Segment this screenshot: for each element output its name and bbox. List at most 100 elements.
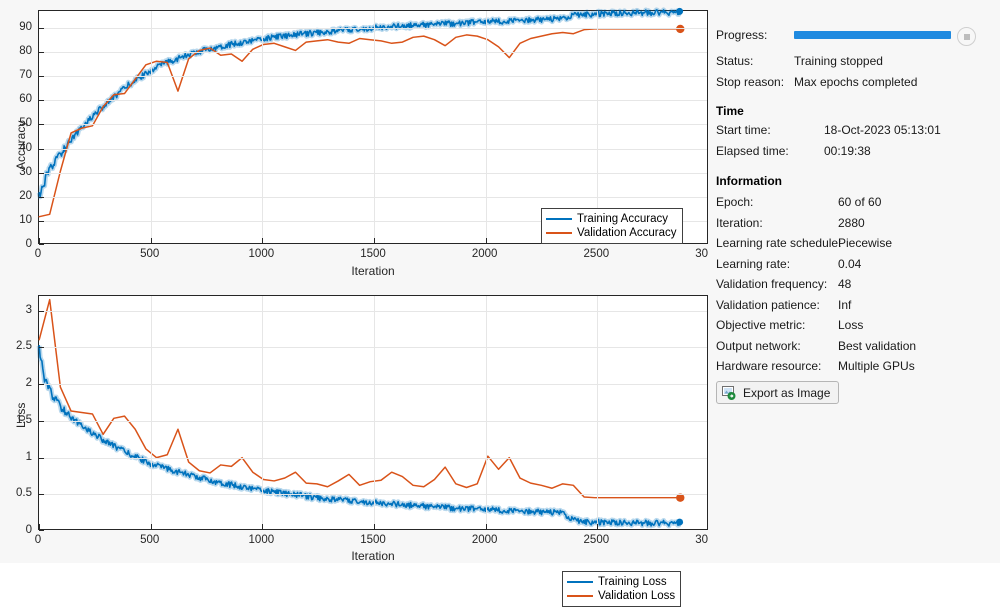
y-tick-label: 1.5 [16, 413, 32, 426]
legend-entry: Training Accuracy [546, 212, 677, 226]
x-tick-label: 0 [34, 534, 42, 546]
info-row: Elapsed time: 00:19:38 [716, 141, 994, 161]
progress-bar-fill [794, 31, 951, 39]
y-tick-label: 70 [19, 69, 32, 82]
series-end-marker [676, 7, 684, 15]
info-row: Objective metric: Loss [716, 315, 994, 335]
tick-mark [597, 524, 599, 529]
gridline [39, 172, 707, 174]
gridline [39, 27, 707, 29]
y-tick-label: 2.5 [16, 340, 32, 353]
info-row-label: Objective metric: [716, 318, 806, 332]
gridline [150, 296, 152, 529]
y-tick-label: 50 [19, 117, 32, 130]
loss-xlabel: Iteration [351, 549, 395, 563]
loss-legend[interactable]: Training Loss Validation Loss [562, 571, 682, 607]
y-tick-label: 3 [25, 303, 32, 316]
tick-mark [39, 420, 44, 422]
gridline [39, 100, 707, 102]
y-tick-label: 2 [25, 377, 32, 390]
tick-mark [262, 238, 264, 243]
info-row: Validation frequency: 48 [716, 274, 994, 294]
x-tick-label: 1000 [248, 534, 275, 546]
gridline [485, 296, 487, 529]
tick-mark [262, 524, 264, 529]
progress-row: Progress: [716, 25, 994, 45]
tick-mark [39, 244, 44, 245]
legend-label: Training Accuracy [577, 213, 668, 225]
gridline [39, 310, 707, 312]
x-tick-label: 2500 [583, 248, 610, 260]
legend-swatch [567, 595, 593, 597]
stop-reason-row: Stop reason: Max epochs completed [716, 72, 994, 92]
y-tick-label: 60 [19, 93, 32, 106]
gridline [374, 11, 375, 243]
info-row-label: Hardware resource: [716, 359, 822, 373]
information-heading: Information [716, 174, 782, 188]
accuracy-axes [36, 7, 709, 245]
stop-reason-label: Stop reason: [716, 75, 785, 89]
legend-swatch [546, 232, 572, 234]
status-label: Status: [716, 54, 754, 68]
x-tick-label: 2000 [471, 534, 498, 546]
tick-mark [39, 172, 44, 174]
series-line [38, 9, 681, 198]
gridline [262, 296, 264, 529]
tick-mark [150, 524, 152, 529]
info-row-value: Piecewise [838, 236, 893, 250]
tick-mark [39, 384, 44, 386]
export-as-image-button[interactable]: Export as Image [716, 381, 840, 404]
tick-mark [39, 27, 44, 29]
info-row-value: 48 [838, 277, 852, 291]
info-row-value: 00:19:38 [824, 144, 871, 158]
info-row-value: Best validation [838, 338, 917, 353]
info-row-label: Learning rate: [716, 256, 791, 271]
time-heading: Time [716, 104, 744, 118]
tick-mark [39, 220, 44, 222]
info-row-label: Validation frequency: [716, 277, 828, 291]
info-row: Learning rate: 0.04 [716, 254, 994, 274]
legend-label: Validation Loss [598, 590, 676, 602]
y-tick-label: 90 [19, 20, 32, 33]
accuracy-plot: 0102030405060708090050010001500200025003… [0, 0, 721, 283]
info-row-value: Loss [838, 318, 864, 332]
accuracy-ylabel: Accuracy [14, 120, 28, 170]
info-row-value: Multiple GPUs [838, 359, 915, 373]
gridline [597, 11, 599, 243]
x-tick-label: 1000 [248, 248, 275, 260]
y-tick-label: 20 [19, 189, 32, 202]
y-tick-label: 80 [19, 45, 32, 57]
info-row-label: Elapsed time: [716, 144, 789, 158]
tick-mark [39, 494, 44, 496]
tick-mark [374, 524, 375, 529]
info-row: Learning rate schedule: Piecewise [716, 233, 994, 253]
accuracy-legend[interactable]: Training Accuracy Validation Accuracy [541, 208, 683, 244]
x-tick-label: 500 [140, 248, 160, 260]
gridline [150, 11, 152, 243]
info-row: Output network: Best validation [716, 336, 994, 356]
info-row-value: 0.04 [838, 256, 862, 271]
info-row: Iteration: 2880 [716, 213, 994, 233]
tick-mark [485, 238, 487, 243]
info-panel: Progress: Status: Training stopped Stop … [708, 0, 1000, 563]
status-row: Status: Training stopped [716, 51, 994, 71]
accuracy-xlabel: Iteration [351, 264, 395, 278]
gridline [39, 196, 707, 198]
legend-swatch [546, 218, 572, 220]
gridline [262, 11, 264, 243]
x-tick-label: 1500 [360, 248, 386, 260]
tick-mark [485, 524, 487, 529]
plots-area: 0102030405060708090050010001500200025003… [0, 0, 721, 607]
y-tick-label: 0.5 [16, 487, 32, 500]
stop-training-button[interactable] [957, 27, 976, 46]
series-halo [36, 345, 683, 529]
export-as-image-label: Export as Image [743, 385, 831, 400]
tick-mark [39, 457, 44, 459]
y-tick-label: 10 [19, 213, 32, 226]
loss-axes [36, 295, 709, 531]
tick-mark [39, 530, 44, 531]
gridline [39, 347, 707, 349]
legend-entry: Validation Accuracy [546, 226, 677, 240]
y-tick-label: 0 [25, 524, 32, 536]
tick-mark [39, 124, 44, 126]
